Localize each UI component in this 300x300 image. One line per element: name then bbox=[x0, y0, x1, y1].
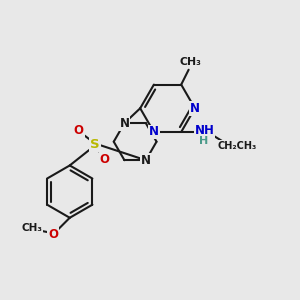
Text: S: S bbox=[90, 138, 100, 151]
Text: CH₃: CH₃ bbox=[179, 57, 201, 67]
Text: N: N bbox=[190, 102, 200, 115]
Text: O: O bbox=[100, 153, 110, 166]
Text: CH₃: CH₃ bbox=[22, 223, 43, 233]
Text: NH: NH bbox=[194, 124, 214, 137]
Text: N: N bbox=[119, 117, 129, 130]
Text: O: O bbox=[74, 124, 84, 137]
Text: CH₂CH₃: CH₂CH₃ bbox=[218, 141, 257, 151]
Text: H: H bbox=[199, 136, 208, 146]
Text: N: N bbox=[149, 125, 159, 139]
Text: N: N bbox=[141, 154, 151, 167]
Text: O: O bbox=[48, 228, 59, 241]
